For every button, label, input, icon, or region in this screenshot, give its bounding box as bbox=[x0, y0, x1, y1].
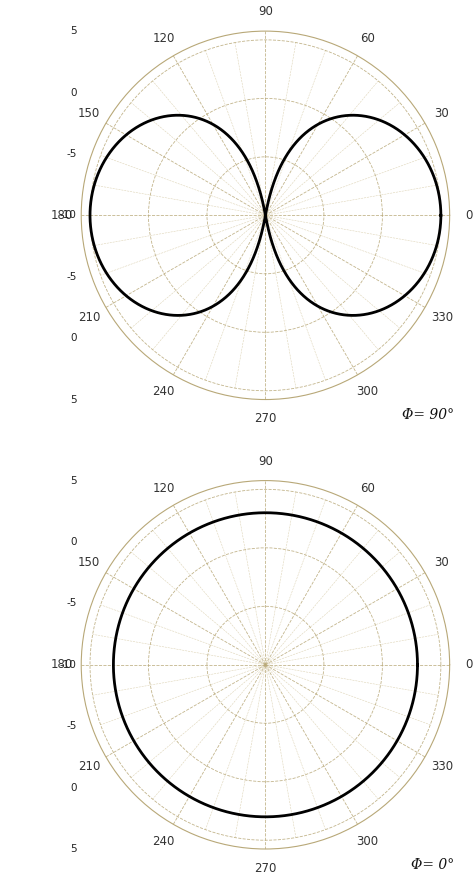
Text: 5: 5 bbox=[70, 395, 76, 404]
Text: 0: 0 bbox=[70, 537, 76, 547]
Text: -5: -5 bbox=[66, 149, 76, 159]
Text: Φ= 0°: Φ= 0° bbox=[411, 858, 455, 872]
Text: 0: 0 bbox=[70, 782, 76, 793]
Text: -5: -5 bbox=[66, 272, 76, 282]
Text: -10: -10 bbox=[60, 660, 76, 669]
Text: 5: 5 bbox=[70, 844, 76, 854]
Text: Φ= 90°: Φ= 90° bbox=[402, 408, 455, 422]
Text: -5: -5 bbox=[66, 598, 76, 608]
Text: 0: 0 bbox=[70, 333, 76, 343]
Text: -5: -5 bbox=[66, 721, 76, 731]
Text: 0: 0 bbox=[70, 87, 76, 98]
Text: 5: 5 bbox=[70, 26, 76, 36]
Text: -10: -10 bbox=[60, 211, 76, 220]
Text: 5: 5 bbox=[70, 476, 76, 485]
